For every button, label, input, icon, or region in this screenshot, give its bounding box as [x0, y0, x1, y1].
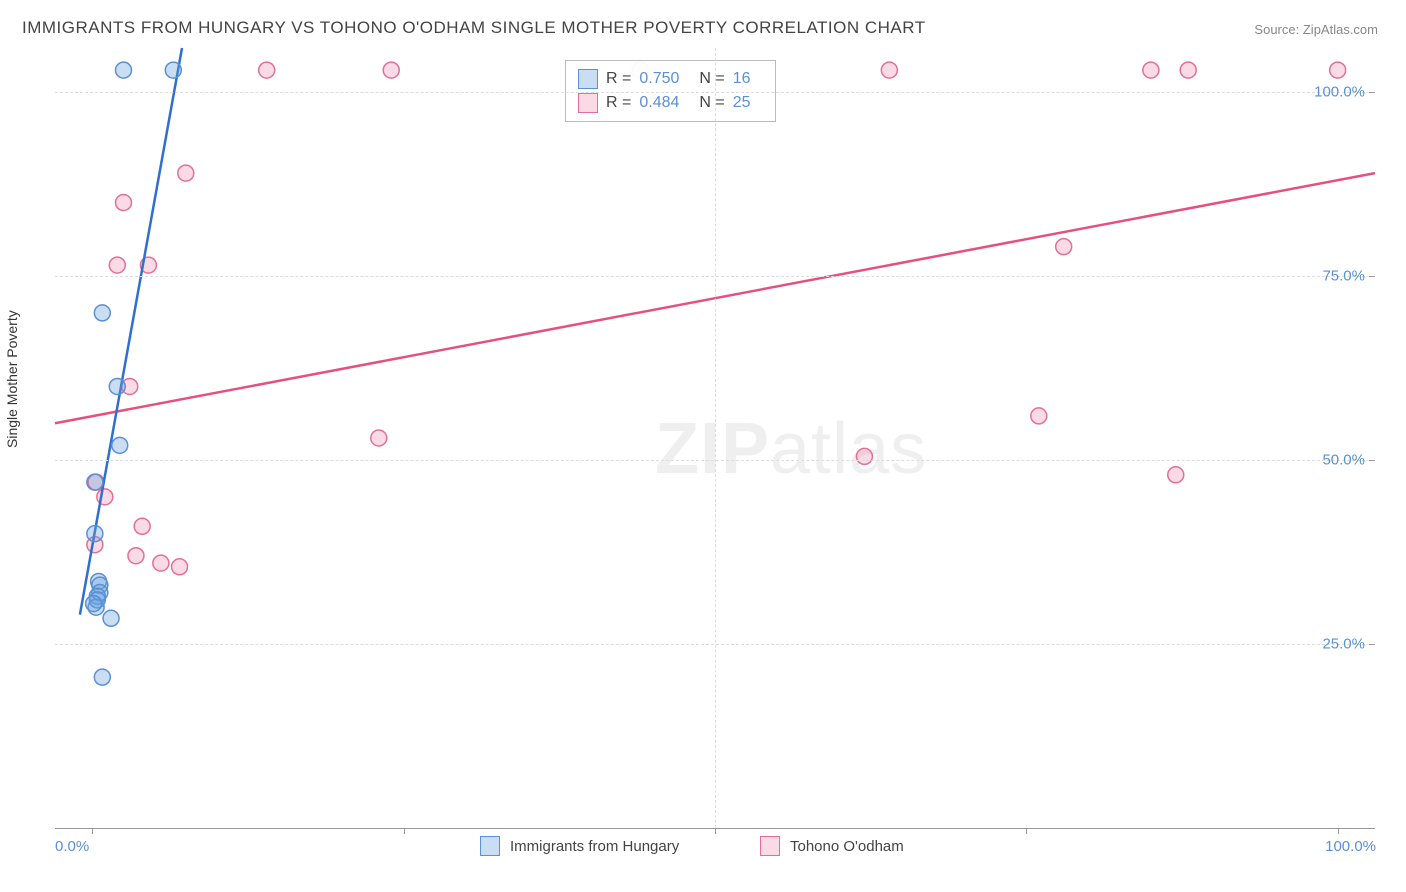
scatter-point [165, 62, 181, 78]
scatter-point [881, 62, 897, 78]
scatter-point [1330, 62, 1346, 78]
x-tick-mark [1026, 828, 1027, 834]
y-tick-label: 50.0% [1322, 452, 1365, 469]
source-attribution: Source: ZipAtlas.com [1254, 22, 1378, 37]
scatter-point [115, 62, 131, 78]
scatter-point [1031, 408, 1047, 424]
source-label: Source: [1254, 22, 1299, 37]
scatter-point [259, 62, 275, 78]
x-tick-label: 0.0% [55, 838, 89, 855]
legend-swatch-blue [480, 836, 500, 856]
scatter-point [94, 305, 110, 321]
legend-n-prefix: N = [699, 94, 724, 112]
scatter-point [87, 474, 103, 490]
legend-r-value-1: 0.484 [639, 94, 679, 112]
legend-series-0: Immigrants from Hungary [480, 836, 679, 856]
legend-swatch-pink [760, 836, 780, 856]
x-tick-mark [92, 828, 93, 834]
legend-r-value-0: 0.750 [639, 70, 679, 88]
scatter-point [153, 555, 169, 571]
scatter-point [1143, 62, 1159, 78]
chart-container: IMMIGRANTS FROM HUNGARY VS TOHONO O'ODHA… [0, 0, 1406, 892]
scatter-point [371, 430, 387, 446]
legend-row: R = 0.484 N = 25 [578, 91, 763, 115]
scatter-point [86, 596, 102, 612]
y-tick-mark [1369, 460, 1375, 461]
scatter-point [109, 257, 125, 273]
x-tick-label: 100.0% [1325, 838, 1376, 855]
scatter-point [115, 195, 131, 211]
scatter-point [1168, 467, 1184, 483]
legend-n-value-0: 16 [733, 70, 751, 88]
scatter-point [109, 378, 125, 394]
legend-correlation: R = 0.750 N = 16 R = 0.484 N = 25 [565, 60, 776, 122]
scatter-point [134, 518, 150, 534]
legend-swatch-blue [578, 69, 598, 89]
scatter-point [94, 669, 110, 685]
x-tick-mark [404, 828, 405, 834]
legend-n-prefix: N = [699, 70, 724, 88]
scatter-point [103, 610, 119, 626]
y-tick-label: 25.0% [1322, 636, 1365, 653]
legend-series-label: Tohono O'odham [790, 838, 904, 855]
y-tick-mark [1369, 276, 1375, 277]
y-tick-mark [1369, 92, 1375, 93]
plot-area: ZIPatlas R = 0.750 N = 16 R = 0.484 N = … [55, 48, 1375, 829]
legend-series-label: Immigrants from Hungary [510, 838, 679, 855]
scatter-point [383, 62, 399, 78]
legend-swatch-pink [578, 93, 598, 113]
scatter-point [112, 437, 128, 453]
y-tick-label: 100.0% [1314, 84, 1365, 101]
scatter-point [87, 526, 103, 542]
y-tick-label: 75.0% [1322, 268, 1365, 285]
scatter-point [1180, 62, 1196, 78]
source-name: ZipAtlas.com [1303, 22, 1378, 37]
y-tick-mark [1369, 644, 1375, 645]
legend-row: R = 0.750 N = 16 [578, 67, 763, 91]
y-axis-label: Single Mother Poverty [4, 310, 20, 448]
legend-r-prefix: R = [606, 94, 631, 112]
legend-n-value-1: 25 [733, 94, 751, 112]
chart-title: IMMIGRANTS FROM HUNGARY VS TOHONO O'ODHA… [22, 18, 926, 38]
legend-series-1: Tohono O'odham [760, 836, 904, 856]
grid-line-vertical [715, 48, 716, 828]
scatter-point [172, 559, 188, 575]
scatter-point [178, 165, 194, 181]
x-tick-mark [715, 828, 716, 834]
legend-r-prefix: R = [606, 70, 631, 88]
scatter-point [1056, 239, 1072, 255]
scatter-point [856, 448, 872, 464]
scatter-point [128, 548, 144, 564]
x-tick-mark [1338, 828, 1339, 834]
